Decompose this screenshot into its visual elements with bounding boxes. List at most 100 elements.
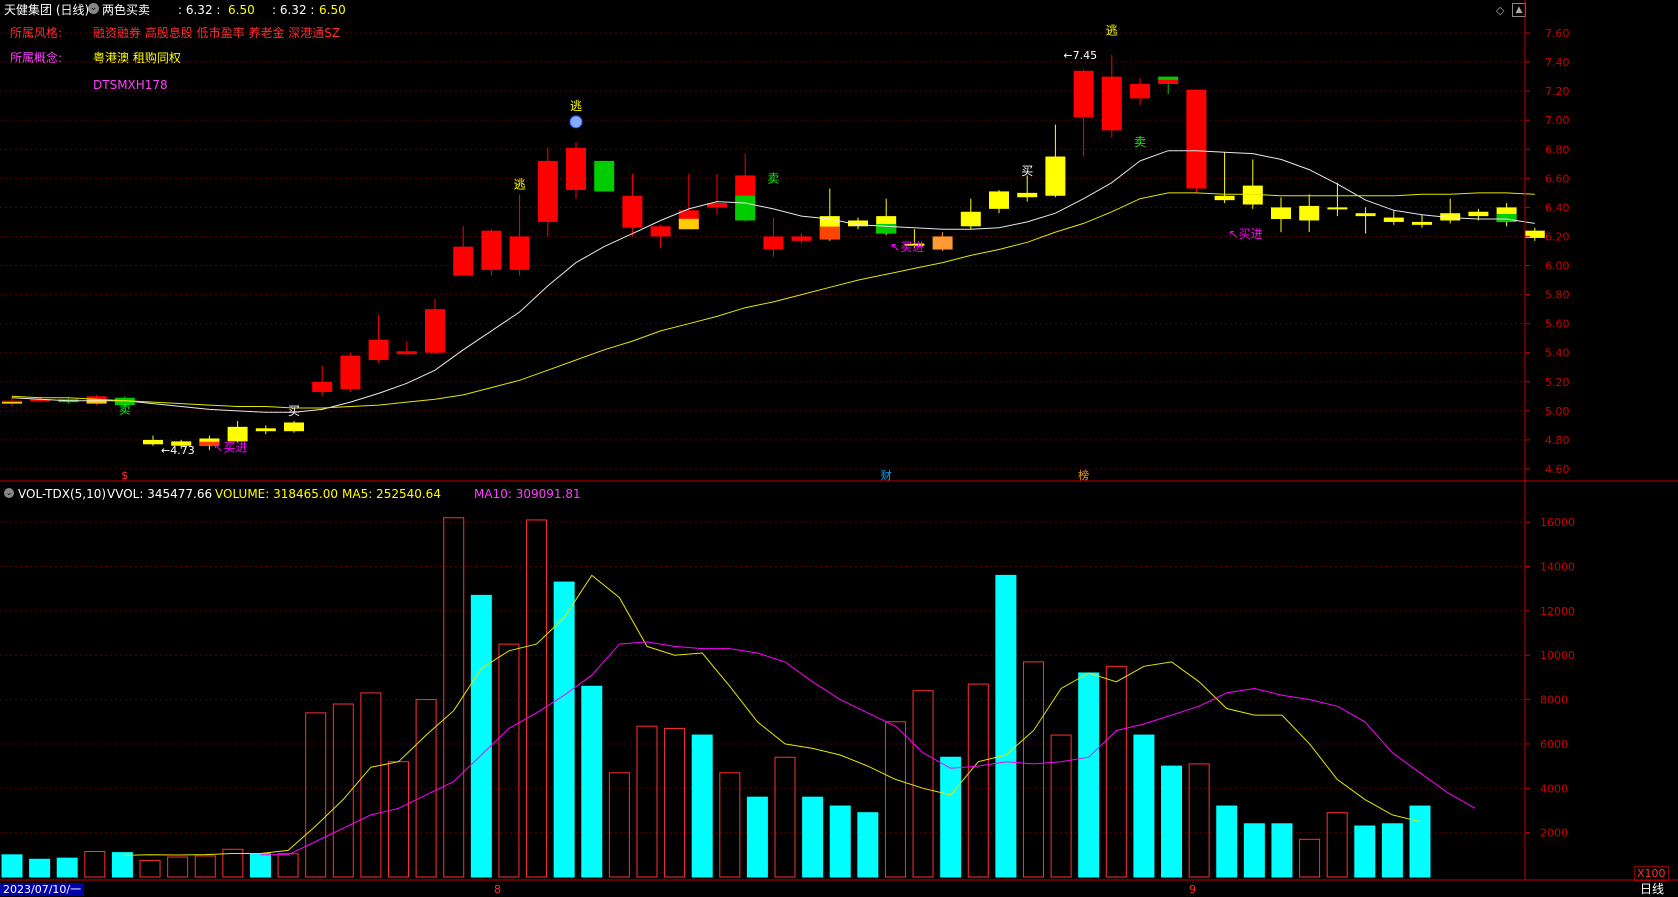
- indicator-value-1: 6.50: [228, 3, 255, 17]
- candle-body: [989, 191, 1009, 209]
- volume-tick-label: 8000: [1540, 694, 1568, 707]
- candle-body: [255, 428, 276, 432]
- indicator-name[interactable]: 两色买卖: [102, 3, 151, 17]
- candle-body: [1073, 70, 1094, 118]
- candle-body: [1412, 221, 1432, 225]
- price-tick-label: 7.20: [1545, 85, 1570, 98]
- candle-body: [1299, 205, 1320, 221]
- buy-in-label: ↖买进: [213, 441, 247, 455]
- candle-body: [30, 399, 51, 402]
- volume-bar: [802, 796, 824, 878]
- candle-body: [481, 230, 502, 270]
- volume-bar: [277, 853, 299, 878]
- signal-label: 逃: [570, 99, 582, 113]
- month-8-label: 8: [494, 883, 501, 896]
- volume-bar: [1354, 825, 1376, 878]
- volume-bar: [332, 703, 354, 878]
- volume-bar: [194, 855, 216, 878]
- signal-label: 买: [288, 404, 300, 418]
- candle-body: [537, 160, 558, 222]
- price-tick-label: 5.80: [1545, 289, 1570, 302]
- volume-bar: [222, 848, 244, 878]
- volume-bar: [581, 685, 603, 878]
- volume-tick-label: 4000: [1540, 782, 1568, 795]
- candle-body: [650, 226, 671, 237]
- volume-tick-label: 2000: [1540, 827, 1568, 840]
- candle-body-overlay: [2, 402, 22, 404]
- volume-indicator-name[interactable]: VOL-TDX(5,10): [18, 487, 107, 501]
- candle-body: [396, 351, 417, 355]
- price-tick-label: 7.00: [1545, 114, 1570, 127]
- volume-bar: [1022, 661, 1044, 878]
- indicator-menu-icon[interactable]: ⌄: [88, 3, 99, 14]
- price-tick-label: 4.60: [1545, 463, 1570, 476]
- volume-bar: [995, 574, 1017, 878]
- candle-body: [791, 236, 812, 241]
- signal-label: 卖: [767, 172, 779, 186]
- price-ma-yellow-line: [11, 192, 1535, 409]
- volume-value: VOLUME: 318465.00: [215, 487, 338, 501]
- volume-tick-label: 12000: [1540, 605, 1575, 618]
- buy-in-label: ↖买进: [890, 240, 924, 254]
- volume-bar: [1188, 763, 1210, 878]
- event-marker: 财: [881, 468, 892, 482]
- candle-body: [763, 236, 784, 250]
- volume-bar: [636, 725, 658, 878]
- candle-body: [904, 243, 925, 246]
- price-tick-label: 5.60: [1545, 318, 1570, 331]
- volume-bar: [1133, 734, 1155, 878]
- concept-value: 粤港澳 租购同权: [93, 51, 181, 65]
- volume-bar: [249, 853, 271, 878]
- price-tick-label: 5.40: [1545, 347, 1570, 360]
- volume-bar: [498, 643, 520, 878]
- volume-bar: [526, 519, 548, 878]
- candle-body: [368, 339, 389, 360]
- signal-label: 卖: [1134, 135, 1146, 149]
- volume-bar: [443, 517, 465, 878]
- volume-bar: [415, 699, 437, 878]
- volume-bar: [967, 683, 989, 878]
- event-marker: 榜: [1078, 468, 1089, 482]
- candle-body-overlay: [876, 223, 897, 234]
- signal-label: 逃: [514, 177, 526, 191]
- price-tick-label: 5.20: [1545, 376, 1570, 389]
- volume-tick-label: 6000: [1540, 738, 1568, 751]
- volume-bar: [912, 690, 934, 878]
- candle-body: [1271, 207, 1291, 220]
- volume-tick-label: 10000: [1540, 649, 1575, 662]
- price-tick-label: 5.00: [1545, 405, 1570, 418]
- period-label[interactable]: 日线: [1640, 882, 1665, 896]
- volume-ma10-line: [260, 641, 1476, 856]
- volume-bar: [608, 772, 630, 878]
- concept-label: 所属概念:: [10, 51, 63, 65]
- volume-bar: [56, 857, 78, 878]
- signal-label: 逃: [1106, 23, 1118, 37]
- signal-label: 卖: [119, 403, 131, 417]
- candle-body: [284, 422, 304, 432]
- candle-body: [1101, 76, 1122, 131]
- volume-bar: [1381, 823, 1403, 878]
- price-tick-label: 6.00: [1545, 260, 1570, 273]
- candle-body-overlay: [86, 399, 107, 404]
- volume-bar: [691, 734, 713, 878]
- volume-bar: [1, 854, 23, 878]
- price-tick-label: 7.40: [1545, 56, 1570, 69]
- volume-menu-icon[interactable]: ⌄: [4, 488, 14, 498]
- candle-body: [707, 203, 727, 208]
- candle-body: [1186, 89, 1207, 189]
- candle-body-overlay: [1158, 79, 1179, 84]
- price-tick-label: 7.60: [1545, 27, 1570, 40]
- volume-bar: [774, 756, 796, 878]
- diamond-icon[interactable]: ◇: [1496, 4, 1505, 17]
- indicator-value-2: 6.50: [319, 3, 346, 17]
- volume-tick-label: 14000: [1540, 561, 1575, 574]
- candle-body: [1327, 207, 1348, 210]
- event-marker: $: [121, 469, 128, 482]
- volume-bar: [470, 594, 492, 878]
- volume-bar: [746, 796, 768, 878]
- candle-body-overlay: [1496, 213, 1517, 222]
- volume-bar: [360, 692, 382, 878]
- candle-body: [227, 426, 248, 442]
- candle-body: [622, 195, 643, 228]
